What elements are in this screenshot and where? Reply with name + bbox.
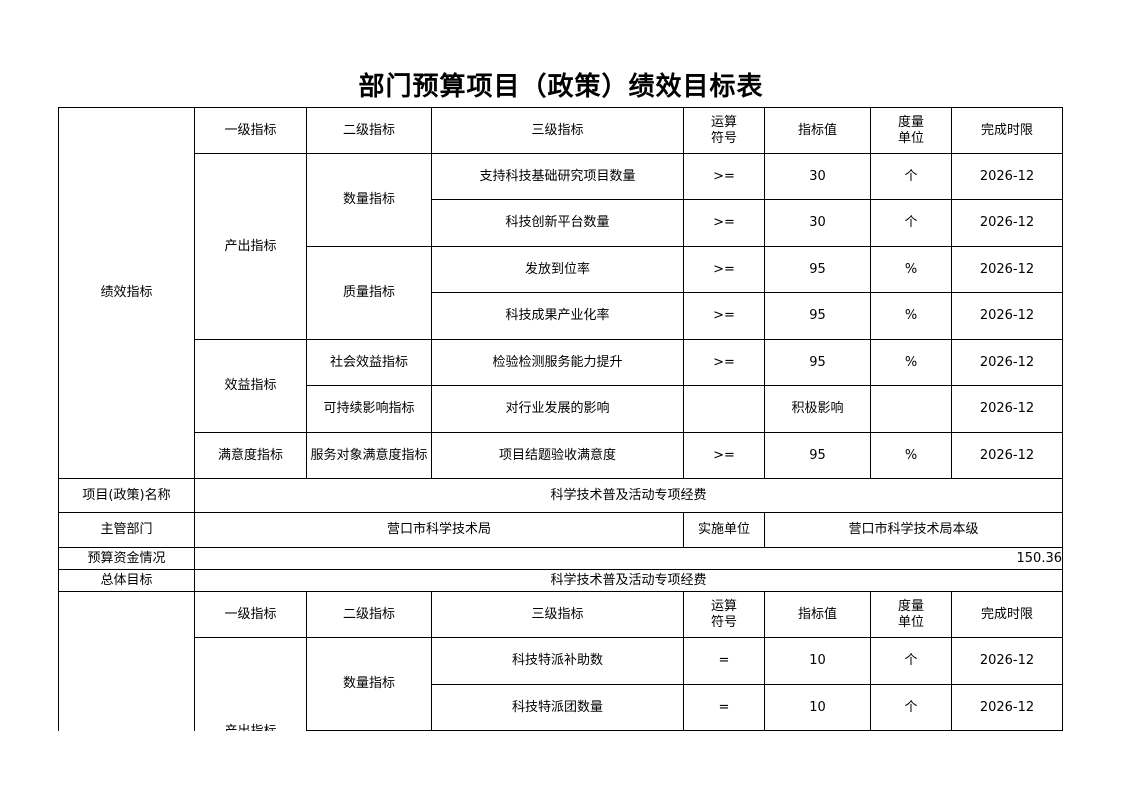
row-op: >= — [683, 339, 765, 386]
row-deadline: 2026-12 — [951, 684, 1063, 731]
header-level1: 一级指标 — [194, 107, 307, 154]
row-deadline: 2026-12 — [951, 385, 1063, 433]
goal-value: 科学技术普及活动专项经费 — [194, 569, 1063, 592]
group-output: 产出指标 — [194, 153, 307, 340]
project-name-label: 项目(政策)名称 — [58, 478, 195, 513]
row-value: 95 — [764, 339, 871, 386]
row-value: 95 — [764, 246, 871, 293]
goal-label: 总体目标 — [58, 569, 195, 592]
subgroup-quantity-2: 数量指标 — [306, 637, 432, 731]
row-value: 95 — [764, 292, 871, 340]
row-value: 95 — [764, 432, 871, 479]
row-name: 科技特派补助数 — [431, 637, 684, 685]
row-name: 发放到位率 — [431, 246, 684, 293]
dept-label: 主管部门 — [58, 512, 195, 548]
section-label-empty — [58, 591, 195, 731]
row-name: 检验检测服务能力提升 — [431, 339, 684, 386]
row-unit: % — [870, 432, 952, 479]
row-deadline: 2026-12 — [951, 292, 1063, 340]
row-unit: % — [870, 246, 952, 293]
header-unit: 度量 单位 — [870, 107, 952, 154]
row-unit: 个 — [870, 153, 952, 200]
header-level2: 二级指标 — [306, 591, 432, 638]
project-name: 科学技术普及活动专项经费 — [194, 478, 1063, 513]
row-name: 对行业发展的影响 — [431, 385, 684, 433]
row-name: 支持科技基础研究项目数量 — [431, 153, 684, 200]
header-level2: 二级指标 — [306, 107, 432, 154]
impl-label: 实施单位 — [683, 512, 765, 548]
row-unit — [870, 385, 952, 433]
row-op: = — [683, 637, 765, 685]
header-operator: 运算 符号 — [683, 107, 765, 154]
subgroup-social: 社会效益指标 — [306, 339, 432, 386]
header-value: 指标值 — [764, 107, 871, 154]
budget-label: 预算资金情况 — [58, 547, 195, 570]
subgroup-sustainable: 可持续影响指标 — [306, 385, 432, 433]
subgroup-quality: 质量指标 — [306, 246, 432, 340]
row-op — [683, 385, 765, 433]
group-output-2: 产出指标 — [194, 637, 307, 731]
row-deadline: 2026-12 — [951, 153, 1063, 200]
header-unit: 度量 单位 — [870, 591, 952, 638]
header-operator: 运算 符号 — [683, 591, 765, 638]
group-benefit: 效益指标 — [194, 339, 307, 433]
row-name: 科技创新平台数量 — [431, 199, 684, 247]
header-value: 指标值 — [764, 591, 871, 638]
row-op: >= — [683, 432, 765, 479]
row-op: >= — [683, 246, 765, 293]
page-title: 部门预算项目（政策）绩效目标表 — [358, 72, 764, 102]
row-deadline: 2026-12 — [951, 432, 1063, 479]
dept-value: 营口市科学技术局 — [194, 512, 684, 548]
header-deadline: 完成时限 — [951, 107, 1063, 154]
row-name: 项目结题验收满意度 — [431, 432, 684, 479]
row-op: >= — [683, 153, 765, 200]
group-satisfaction: 满意度指标 — [194, 432, 307, 479]
row-unit: % — [870, 339, 952, 386]
row-value: 10 — [764, 684, 871, 731]
budget-value: 150.36 — [194, 547, 1063, 570]
row-op: >= — [683, 292, 765, 340]
row-name: 科技成果产业化率 — [431, 292, 684, 340]
row-deadline: 2026-12 — [951, 637, 1063, 685]
row-deadline: 2026-12 — [951, 246, 1063, 293]
row-unit: 个 — [870, 637, 952, 685]
header-level3: 三级指标 — [431, 107, 684, 154]
row-value: 积极影响 — [764, 385, 871, 433]
row-value: 30 — [764, 153, 871, 200]
row-name: 科技特派团数量 — [431, 684, 684, 731]
row-op: >= — [683, 199, 765, 247]
header-deadline: 完成时限 — [951, 591, 1063, 638]
performance-table: 绩效指标 一级指标 二级指标 三级指标 运算 符号 指标值 度量 单位 完成时限 产出指标 效益指… — [58, 107, 1063, 731]
subgroup-service: 服务对象满意度指标 — [306, 432, 432, 479]
impl-value: 营口市科学技术局本级 — [764, 512, 1063, 548]
subgroup-quantity: 数量指标 — [306, 153, 432, 247]
section-label: 绩效指标 — [58, 107, 195, 479]
row-unit: 个 — [870, 684, 952, 731]
row-deadline: 2026-12 — [951, 199, 1063, 247]
header-level3: 三级指标 — [431, 591, 684, 638]
row-unit: 个 — [870, 199, 952, 247]
header-level1: 一级指标 — [194, 591, 307, 638]
row-op: = — [683, 684, 765, 731]
row-deadline: 2026-12 — [951, 339, 1063, 386]
row-value: 30 — [764, 199, 871, 247]
row-unit: % — [870, 292, 952, 340]
row-value: 10 — [764, 637, 871, 685]
